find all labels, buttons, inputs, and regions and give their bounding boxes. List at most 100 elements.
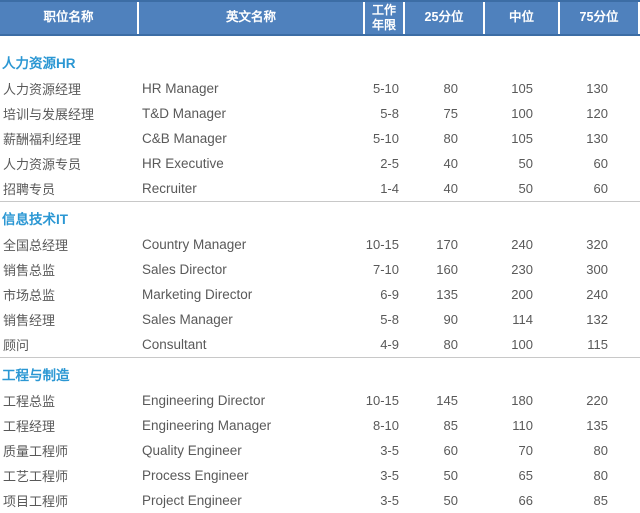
position-cn-cell: 销售总监 <box>3 263 56 278</box>
p75-cell: 120 <box>586 106 608 121</box>
p75-cell: 220 <box>586 393 608 408</box>
section-title: 信息技术IT <box>2 212 68 227</box>
years-cell: 5-10 <box>372 131 399 146</box>
median-cell: 240 <box>511 237 533 252</box>
header-cell-2: 工作年限 <box>365 2 403 34</box>
table-row: 工艺工程师 Process Engineer 3-5 50 65 80 <box>0 463 640 488</box>
table-row: 销售总监 Sales Director 7-10 160 230 300 <box>0 257 640 282</box>
years-cell: 2-5 <box>380 156 399 171</box>
p25-cell: 60 <box>443 443 458 458</box>
position-cn-cell: 全国总经理 <box>3 238 69 253</box>
p25-cell: 50 <box>443 493 458 508</box>
p25-cell: 90 <box>443 312 458 327</box>
table-row: 工程经理 Engineering Manager 8-10 85 110 135 <box>0 413 640 438</box>
p75-cell: 240 <box>586 287 608 302</box>
median-cell: 66 <box>518 493 533 508</box>
years-cell: 3-5 <box>380 468 399 483</box>
p75-cell: 115 <box>587 337 608 352</box>
position-en-cell: Recruiter <box>142 181 197 196</box>
header-row: 职位名称 英文名称 工作年限 25分位 中位 75分位 <box>0 2 640 34</box>
table-row: 人力资源专员 HR Executive 2-5 40 50 60 <box>0 151 640 176</box>
position-cn-cell: 人力资源经理 <box>3 82 82 97</box>
table-row: 顾问 Consultant 4-9 80 100 115 <box>0 332 640 357</box>
table-row: 工程总监 Engineering Director 10-15 145 180 220 <box>0 388 640 413</box>
table-row: 人力资源经理 HR Manager 5-10 80 105 130 <box>0 76 640 101</box>
p75-cell: 135 <box>586 418 608 433</box>
position-en-cell: Sales Director <box>142 262 227 277</box>
table-row: 市场总监 Marketing Director 6-9 135 200 240 <box>0 282 640 307</box>
header-cell-5: 75分位 <box>560 2 638 34</box>
p75-cell: 60 <box>593 156 608 171</box>
position-cn-cell: 工程总监 <box>3 394 56 409</box>
p25-cell: 135 <box>436 287 458 302</box>
p25-cell: 85 <box>443 418 458 433</box>
position-cn-cell: 薪酬福利经理 <box>3 132 82 147</box>
median-cell: 105 <box>511 131 533 146</box>
years-cell: 6-9 <box>380 287 399 302</box>
header-cell-0: 职位名称 <box>0 2 137 34</box>
median-cell: 50 <box>518 156 533 171</box>
years-cell: 5-10 <box>372 81 399 96</box>
position-en-cell: T&D Manager <box>142 106 227 121</box>
years-cell: 5-8 <box>380 312 399 327</box>
p75-cell: 132 <box>586 312 608 327</box>
p75-cell: 80 <box>593 468 608 483</box>
median-cell: 230 <box>511 262 533 277</box>
position-en-cell: Engineering Director <box>142 393 266 408</box>
section: 信息技术IT 全国总经理 Country Manager 10-15 170 240 320… <box>0 201 640 357</box>
p25-cell: 160 <box>436 262 458 277</box>
median-cell: 200 <box>511 287 533 302</box>
p75-cell: 320 <box>586 237 608 252</box>
table-row: 质量工程师 Quality Engineer 3-5 60 70 80 <box>0 438 640 463</box>
years-cell: 10-15 <box>365 393 399 408</box>
position-en-cell: Country Manager <box>142 237 247 252</box>
median-cell: 70 <box>518 443 533 458</box>
table-body: 人力资源HR 人力资源经理 HR Manager 5-10 80 105 130 培训与发展经… <box>0 46 640 513</box>
position-en-cell: HR Executive <box>142 156 224 171</box>
position-cn-cell: 招聘专员 <box>3 182 56 197</box>
median-cell: 50 <box>518 181 533 196</box>
p25-cell: 40 <box>443 156 458 171</box>
median-cell: 100 <box>511 337 533 352</box>
p75-cell: 130 <box>586 81 608 96</box>
table-row: 全国总经理 Country Manager 10-15 170 240 320 <box>0 232 640 257</box>
years-cell: 10-15 <box>365 237 399 252</box>
p25-cell: 80 <box>443 337 458 352</box>
position-cn-cell: 工程经理 <box>3 419 56 434</box>
p75-cell: 60 <box>593 181 608 196</box>
header-cell-3: 25分位 <box>405 2 483 34</box>
table-header: 职位名称 英文名称 工作年限 25分位 中位 75分位 <box>0 0 640 36</box>
median-cell: 100 <box>511 106 533 121</box>
median-cell: 114 <box>512 312 533 327</box>
p75-cell: 130 <box>586 131 608 146</box>
years-cell: 4-9 <box>380 337 399 352</box>
years-cell: 7-10 <box>372 262 399 277</box>
position-en-cell: C&B Manager <box>142 131 227 146</box>
median-cell: 180 <box>511 393 533 408</box>
section-title: 工程与制造 <box>2 368 70 383</box>
p75-cell: 300 <box>586 262 608 277</box>
p25-cell: 170 <box>436 237 458 252</box>
position-en-cell: HR Manager <box>142 81 219 96</box>
section: 人力资源HR 人力资源经理 HR Manager 5-10 80 105 130 培训与发展经… <box>0 46 640 201</box>
years-cell: 5-8 <box>380 106 399 121</box>
position-en-cell: Marketing Director <box>142 287 253 302</box>
position-en-cell: Quality Engineer <box>142 443 242 458</box>
years-cell: 3-5 <box>380 493 399 508</box>
table-row: 项目工程师 Project Engineer 3-5 50 66 85 <box>0 488 640 513</box>
position-en-cell: Consultant <box>142 337 207 352</box>
p25-cell: 80 <box>443 81 458 96</box>
years-cell: 1-4 <box>380 181 399 196</box>
years-cell: 3-5 <box>380 443 399 458</box>
p25-cell: 80 <box>443 131 458 146</box>
years-cell: 8-10 <box>372 418 399 433</box>
position-en-cell: Process Engineer <box>142 468 249 483</box>
p25-cell: 145 <box>436 393 458 408</box>
table-row: 招聘专员 Recruiter 1-4 40 50 60 <box>0 176 640 201</box>
position-cn-cell: 培训与发展经理 <box>3 107 95 122</box>
position-en-cell: Project Engineer <box>142 493 242 508</box>
position-cn-cell: 项目工程师 <box>3 494 69 509</box>
position-en-cell: Sales Manager <box>142 312 233 327</box>
position-cn-cell: 顾问 <box>3 338 30 353</box>
p25-cell: 40 <box>443 181 458 196</box>
